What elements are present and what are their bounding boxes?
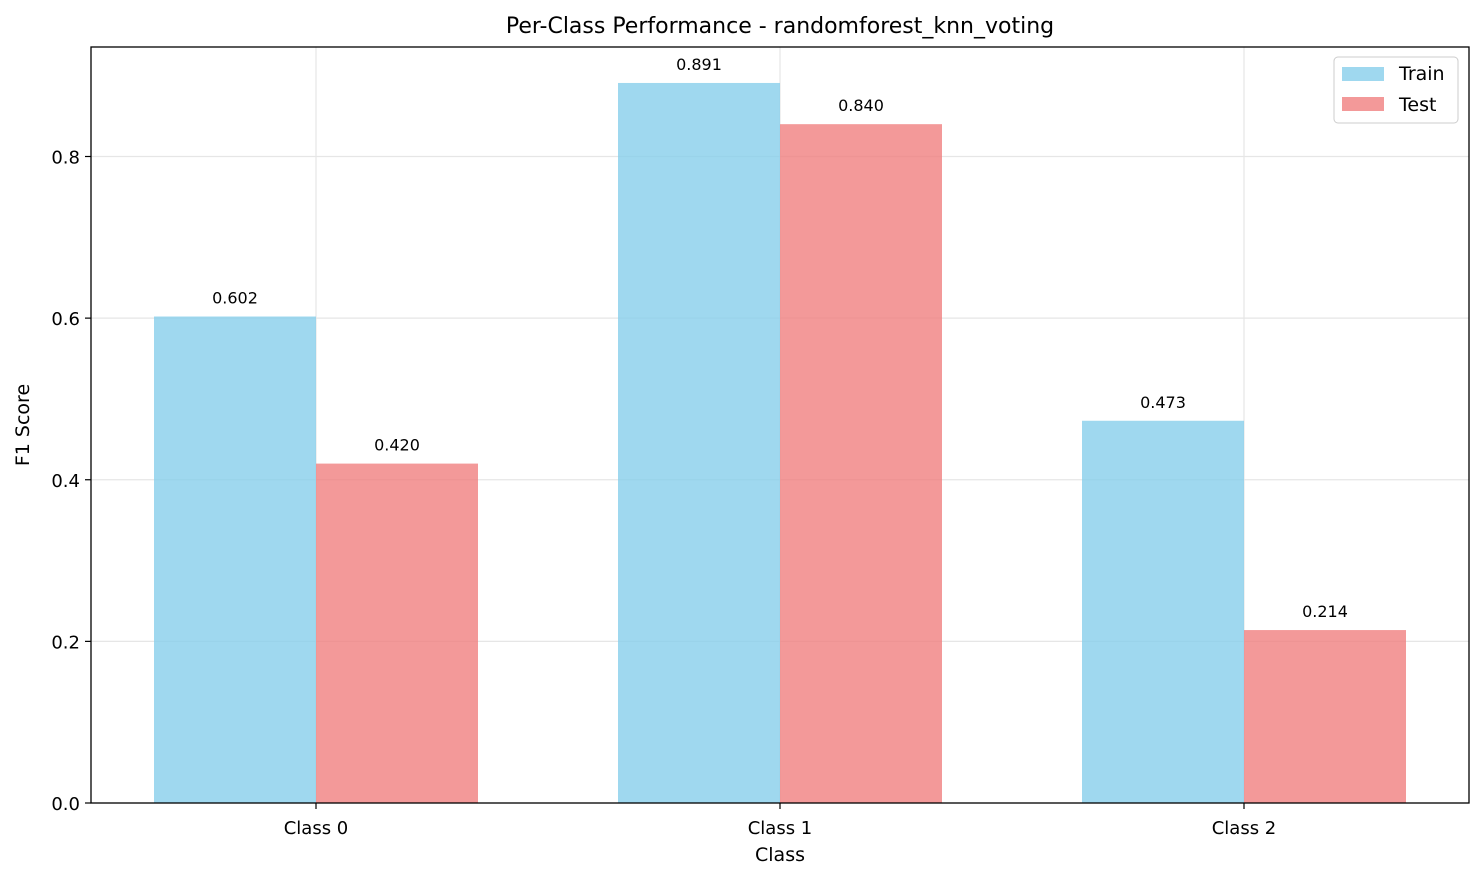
- legend-label-train: Train: [1398, 63, 1445, 85]
- bar-value-label: 0.214: [1302, 602, 1348, 621]
- legend-swatch-test: [1342, 97, 1384, 111]
- legend-label-test: Test: [1398, 94, 1436, 116]
- x-tick-label: Class 0: [284, 818, 349, 839]
- bar-train-0: [154, 316, 316, 803]
- y-axis-label: F1 Score: [12, 384, 34, 466]
- bar-labels: 0.602 0.891 0.473 0.420 0.840 0.214: [212, 55, 1348, 621]
- x-tick-label: Class 2: [1212, 818, 1277, 839]
- bar-value-label: 0.602: [212, 289, 258, 308]
- y-tick-label: 0.8: [51, 148, 80, 169]
- y-tick-label: 0.4: [51, 471, 80, 492]
- y-tick-label: 0.6: [51, 309, 80, 330]
- y-tick-label: 0.2: [51, 632, 80, 653]
- bars: [154, 82, 1406, 803]
- chart-title: Per-Class Performance - randomforest_knn…: [506, 14, 1054, 39]
- bar-value-label: 0.473: [1140, 393, 1186, 412]
- bar-train-1: [618, 82, 780, 803]
- bar-test-1: [780, 124, 942, 803]
- y-tick-label: 0.0: [51, 794, 80, 815]
- x-axis-label: Class: [755, 844, 805, 866]
- axes: 0.0 0.2 0.4 0.6 0.8 Class 0 Class 1 Class 2: [51, 148, 1276, 839]
- bar-test-0: [316, 463, 478, 803]
- legend: Train Test: [1333, 56, 1459, 124]
- bar-value-label: 0.420: [374, 436, 420, 455]
- bar-value-label: 0.891: [676, 55, 722, 74]
- x-tick-label: Class 1: [748, 818, 813, 839]
- bar-train-2: [1082, 420, 1244, 803]
- bar-value-label: 0.840: [838, 96, 884, 115]
- legend-swatch-train: [1342, 67, 1384, 81]
- bar-test-2: [1244, 630, 1406, 803]
